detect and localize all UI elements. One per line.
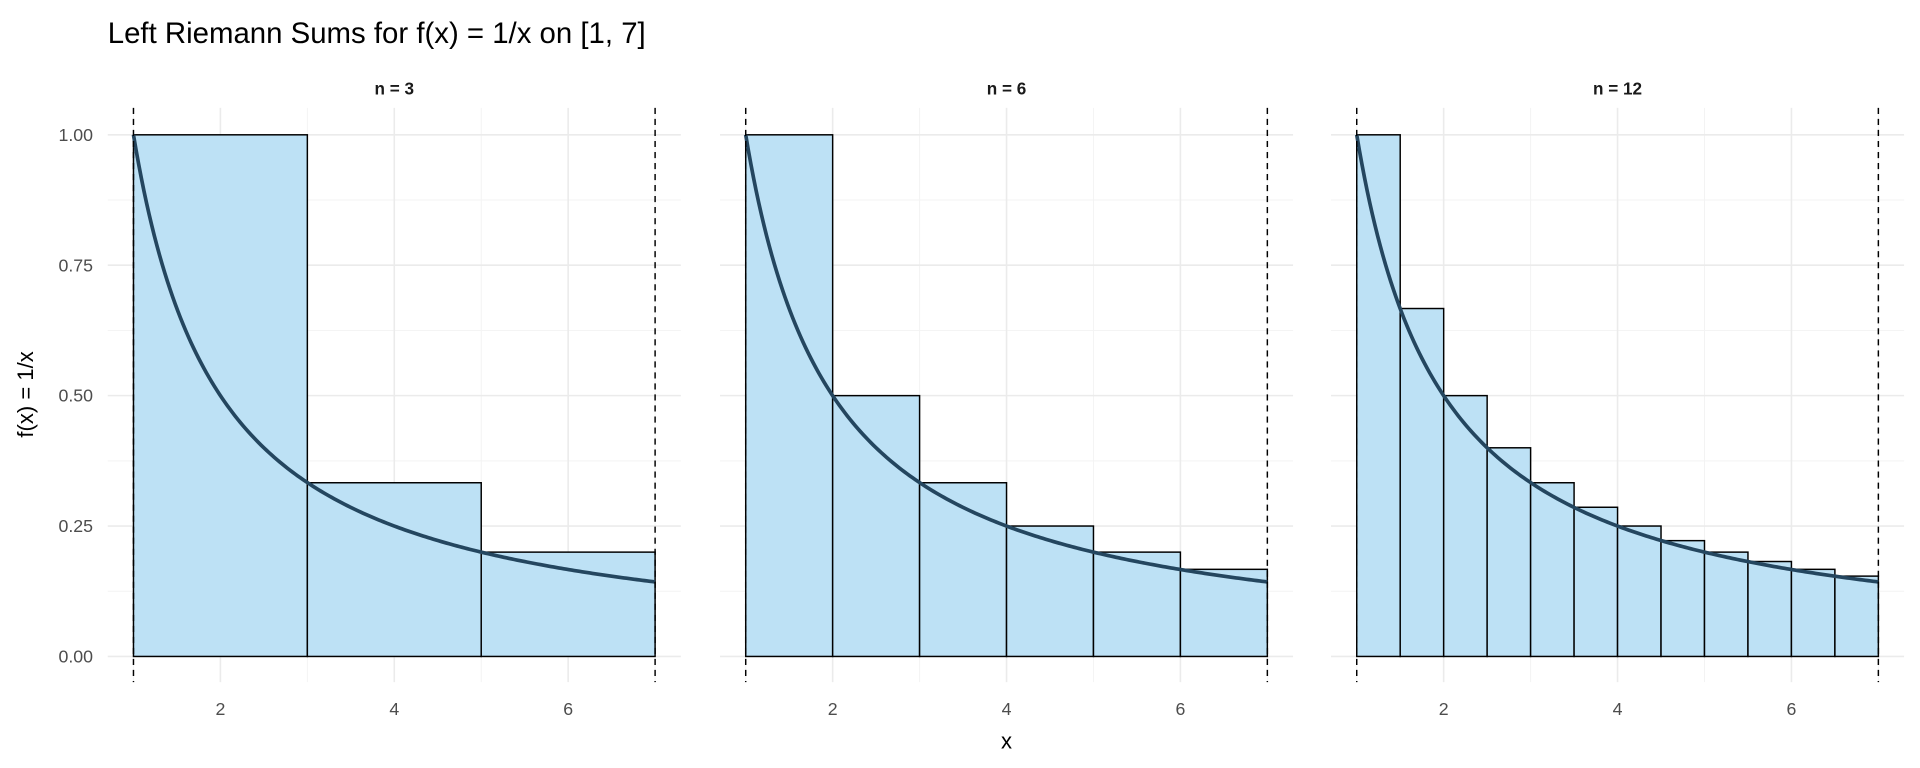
- x-tick-label: 6: [1786, 699, 1796, 719]
- riemann-bar: [1486, 447, 1532, 658]
- riemann-bar: [1442, 394, 1488, 658]
- panel-strip-label: n = 3: [375, 78, 415, 98]
- panel-12: n = 12 2 4 6: [1331, 78, 1905, 719]
- riemann-bar: [1399, 307, 1445, 658]
- x-tick-label: 2: [215, 699, 225, 719]
- y-tick-label: 0.50: [59, 386, 94, 406]
- riemann-bar: [1356, 134, 1401, 658]
- x-tick-label: 4: [1002, 699, 1012, 719]
- riemann-bar: [918, 482, 1008, 658]
- y-tick-label: 1.00: [59, 125, 94, 145]
- x-tick-label: 2: [828, 699, 838, 719]
- panel-strip-label: n = 6: [987, 78, 1027, 98]
- x-tick-label: 6: [1175, 699, 1185, 719]
- riemann-bar: [1529, 482, 1575, 658]
- riemann-bar: [1703, 551, 1749, 658]
- riemann-bar: [1660, 539, 1706, 658]
- riemann-bar: [1747, 560, 1793, 658]
- panel-6: n = 6 2 4 6: [720, 78, 1294, 719]
- x-tick-label: 2: [1439, 699, 1449, 719]
- riemann-bar: [1573, 506, 1619, 658]
- function-curve: [743, 134, 1268, 584]
- riemann-bar: [1790, 568, 1836, 658]
- chart-title: Left Riemann Sums for f(x) = 1/x on [1, …: [108, 17, 646, 50]
- function-curve: [1354, 134, 1879, 584]
- x-tick-label: 6: [563, 699, 573, 719]
- riemann-bar: [306, 482, 482, 658]
- x-tick-label: 4: [1613, 699, 1623, 719]
- y-tick-label: 0.75: [59, 255, 94, 275]
- riemann-bar: [744, 134, 834, 658]
- riemann-bar: [1834, 575, 1880, 658]
- y-tick-label: 0.00: [59, 647, 94, 667]
- riemann-bar: [1179, 568, 1269, 658]
- x-axis-label: x: [1001, 728, 1012, 753]
- riemann-bar: [1092, 551, 1182, 658]
- panel-3: n = 3 2 4 6 0.00 0.25 0.50 0.75 1.00: [59, 78, 681, 719]
- riemann-bar: [1616, 525, 1662, 658]
- y-tick-label: 0.25: [59, 516, 94, 536]
- x-tick-label: 4: [389, 699, 399, 719]
- riemann-bar: [1005, 525, 1095, 658]
- panel-strip-label: n = 12: [1593, 78, 1642, 98]
- function-curve: [131, 134, 656, 584]
- riemann-bar: [831, 394, 921, 658]
- y-axis-label: f(x) = 1/x: [13, 351, 38, 437]
